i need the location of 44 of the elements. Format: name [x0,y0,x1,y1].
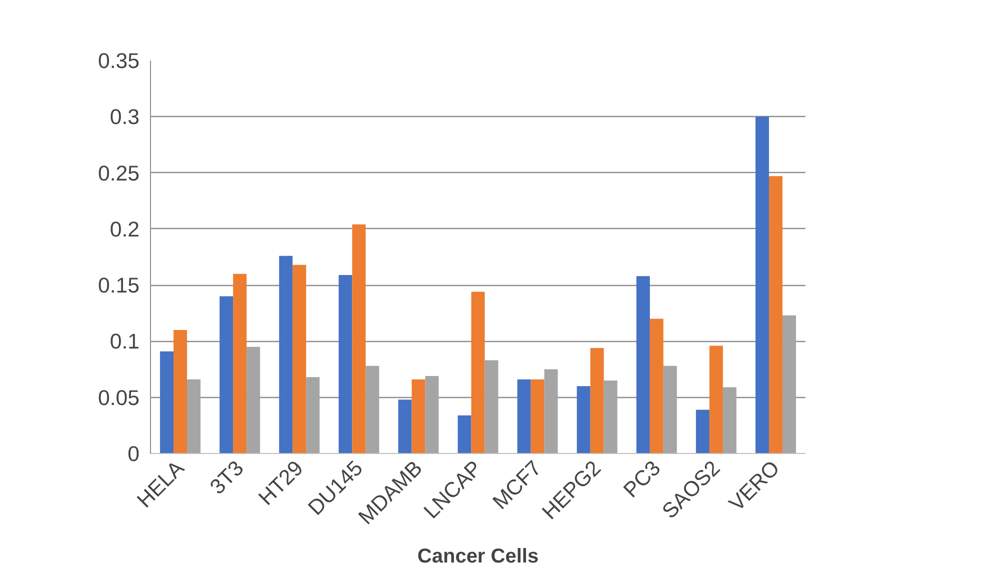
y-tick-label: 0.05 [98,386,140,410]
bar [768,176,782,454]
bar [663,366,677,454]
bar [471,292,485,454]
bar [722,387,736,454]
bar [484,360,498,454]
bar [650,318,664,454]
bar [306,377,320,454]
bar [292,264,306,454]
bar [425,376,439,454]
bar [352,224,366,454]
bar [576,386,590,454]
bar [279,256,293,454]
x-tick-label: 3T3 [205,456,248,499]
x-axis-title: Cancer Cells [417,546,539,568]
bar [233,274,247,454]
bar [530,379,544,454]
y-tick-label: 0.3 [110,105,140,130]
bar [174,330,188,454]
bar [709,346,723,454]
bar [755,116,769,454]
bar [782,315,796,454]
y-tick-label: 0.2 [110,217,140,242]
y-tick-label: 0.15 [98,274,140,298]
bar [412,379,426,454]
bar [590,348,604,454]
bar [544,369,558,454]
y-tick-label: 0.35 [98,49,140,73]
x-tick-label: PC3 [618,456,666,502]
bar [366,366,380,454]
bar [517,379,531,454]
bar [160,351,174,454]
y-tick-label: 0.1 [110,330,140,354]
bar [246,346,260,454]
bar [398,400,412,454]
bar [220,296,234,454]
y-tick-label: 0.25 [98,161,140,186]
bar [604,380,618,454]
y-tick-label: 0 [128,442,140,466]
bar [338,274,352,454]
bar [636,276,650,454]
bar [187,379,201,454]
bar [458,415,472,454]
bar [696,410,710,454]
